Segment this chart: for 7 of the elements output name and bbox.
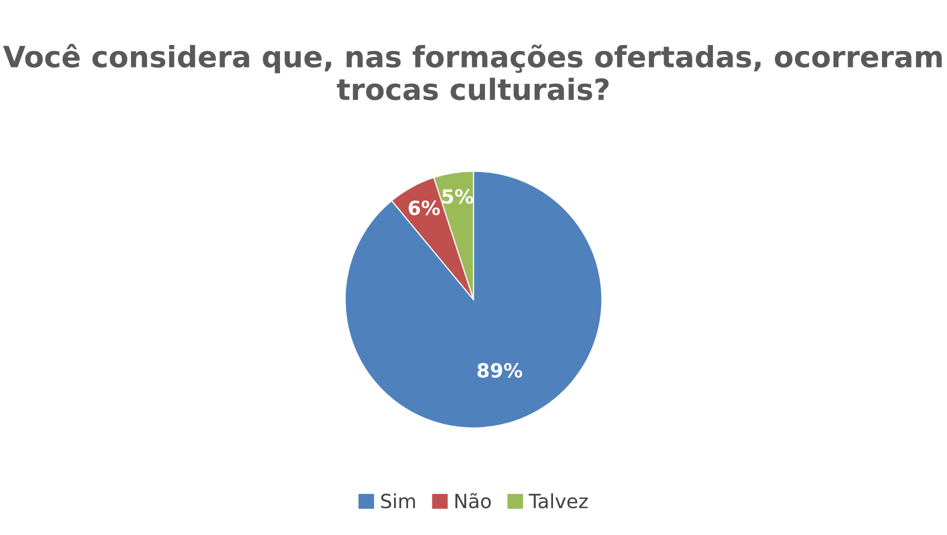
legend-label: Não [455,493,491,508]
chart-title: Você considera que, nas formações ofertadas, ocorreram trocas culturais? [3,44,942,100]
data-label: 6% [408,200,440,216]
data-label: 89% [478,363,522,378]
legend-label: Talvez [528,493,588,508]
data-label: 5% [442,189,474,204]
legend-label: Sim [381,493,415,508]
